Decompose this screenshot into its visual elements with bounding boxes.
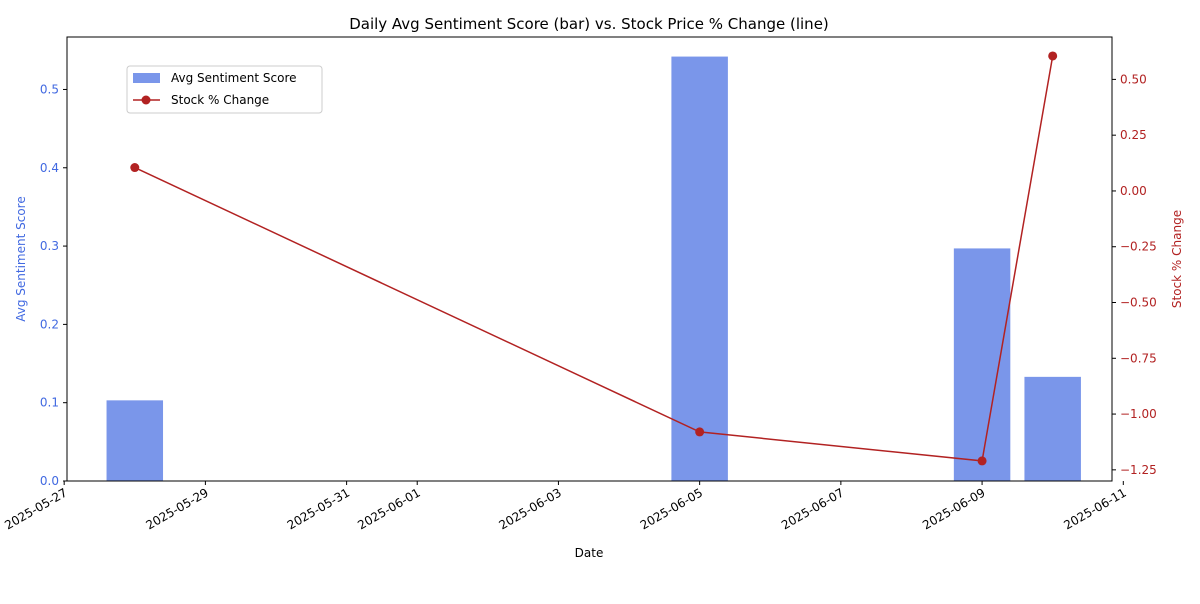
- x-axis-label: Date: [575, 546, 604, 560]
- legend: Avg Sentiment Score Stock % Change: [126, 65, 323, 114]
- y-axis-right: −1.25 −1.00 −0.75 −0.50 −0.25 0.00 0.25 0.50: [1112, 72, 1157, 477]
- y-left-tick-label: 0.1: [40, 396, 59, 410]
- sentiment-bar: [1024, 376, 1081, 481]
- y-right-tick-label: −1.25: [1120, 463, 1157, 477]
- y-right-tick-label: 0.00: [1120, 184, 1147, 198]
- x-tick-label: 2025-05-29: [143, 485, 210, 532]
- legend-label-stock: Stock % Change: [171, 93, 269, 107]
- x-tick-label: 2025-05-27: [2, 485, 69, 532]
- y-right-tick-label: 0.50: [1120, 72, 1147, 86]
- legend-box: [126, 65, 323, 114]
- x-tick-label: 2025-05-31: [285, 485, 352, 532]
- stock-change-point: [695, 427, 705, 437]
- y-right-tick-label: −0.25: [1120, 240, 1157, 254]
- x-tick-label: 2025-06-05: [638, 485, 705, 532]
- legend-label-sentiment: Avg Sentiment Score: [171, 71, 297, 85]
- x-axis: 2025-05-27 2025-05-29 2025-05-31 2025-06-01…: [2, 481, 1129, 532]
- line-layer: [130, 51, 1058, 466]
- stock-change-point: [977, 456, 987, 466]
- bars-layer: [106, 56, 1081, 481]
- legend-bar-swatch: [133, 73, 160, 83]
- y-axis-left: 0.0 0.1 0.2 0.3 0.4 0.5: [40, 82, 67, 488]
- stock-change-point: [130, 163, 140, 173]
- y-left-tick-label: 0.4: [40, 161, 59, 175]
- y-right-tick-label: −0.50: [1120, 296, 1157, 310]
- y-left-tick-label: 0.5: [40, 82, 59, 96]
- y-right-tick-label: −1.00: [1120, 407, 1157, 421]
- chart-title: Daily Avg Sentiment Score (bar) vs. Stoc…: [349, 15, 829, 33]
- y-left-tick-label: 0.2: [40, 317, 59, 331]
- x-tick-label: 2025-06-09: [920, 485, 987, 532]
- sentiment-bar: [671, 56, 728, 481]
- y-right-tick-label: −0.75: [1120, 351, 1157, 365]
- sentiment-bar: [953, 248, 1011, 481]
- stock-change-line: [134, 55, 1054, 462]
- y-axis-right-label: Stock % Change: [1170, 210, 1184, 308]
- x-tick-label: 2025-06-11: [1061, 485, 1128, 532]
- y-left-tick-label: 0.3: [40, 239, 59, 253]
- y-right-tick-label: 0.25: [1120, 128, 1147, 142]
- sentiment-bar: [106, 400, 164, 481]
- legend-line-marker: [141, 95, 151, 105]
- x-tick-label: 2025-06-01: [355, 485, 422, 532]
- y-axis-left-label: Avg Sentiment Score: [14, 196, 28, 322]
- plot-frame: [66, 36, 1113, 482]
- stock-change-point: [1048, 51, 1058, 61]
- x-tick-label: 2025-06-07: [779, 485, 846, 532]
- x-tick-label: 2025-06-03: [497, 485, 564, 532]
- y-left-tick-label: 0.0: [40, 474, 59, 488]
